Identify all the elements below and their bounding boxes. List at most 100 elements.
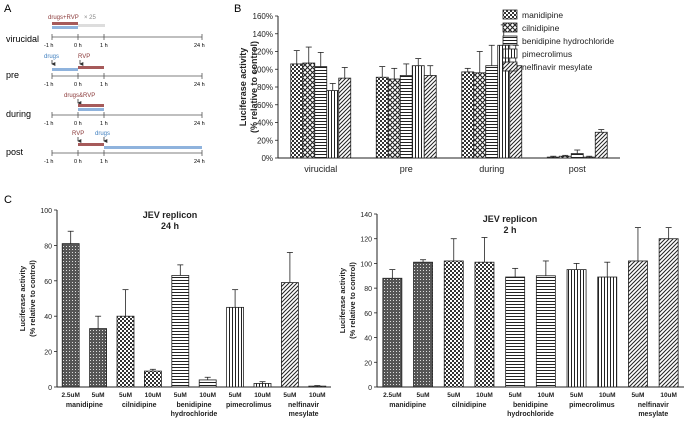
bar xyxy=(411,65,425,159)
drugs-bar xyxy=(52,26,78,29)
rvp-bar xyxy=(52,22,78,25)
group-label: nelfinavir xyxy=(638,402,669,409)
y-axis-label-line: Luciferase activity xyxy=(338,267,347,333)
rvp-bar xyxy=(78,66,104,69)
bar xyxy=(302,62,316,159)
tick-label: 1 h xyxy=(100,159,108,165)
panel-label-a: A xyxy=(4,3,12,15)
y-tick-label: 20 xyxy=(44,350,52,357)
legend-label: pimecrolimus xyxy=(522,49,572,59)
y-tick-label: 100 xyxy=(360,261,372,268)
y-tick-label: 0% xyxy=(261,154,273,163)
bar xyxy=(226,306,244,388)
tick-label: -1 h xyxy=(44,43,53,49)
row-top-text: drugs xyxy=(95,131,110,137)
x-tick-label: 2.5uM xyxy=(61,392,79,399)
bar xyxy=(594,131,608,159)
tick-label: -1 h xyxy=(44,82,53,88)
x-tick-label: post xyxy=(569,164,587,174)
row-top-text: RVP xyxy=(72,131,84,137)
chart-title: 24 h xyxy=(161,221,179,231)
bar xyxy=(61,243,80,388)
y-axis-label-line: (% relative to control) xyxy=(28,260,37,337)
x-tick-label: 5uM xyxy=(417,392,430,399)
x-tick-label: 5uM xyxy=(509,392,522,399)
panel-label-b: B xyxy=(234,3,241,15)
group-label: manidipine xyxy=(66,402,103,409)
x-tick-label: during xyxy=(479,164,504,174)
y-axis-label: Luciferase activity (% relative to contro… xyxy=(238,41,259,133)
legend-swatch xyxy=(502,9,518,20)
tick-label: 24 h xyxy=(194,43,205,49)
chart-title: JEV replicon xyxy=(483,214,538,224)
group-label: manidipine xyxy=(389,402,426,409)
group-label: cilnidipine xyxy=(452,402,487,409)
x-tick-label: 5uM xyxy=(447,392,460,399)
y-tick-label: 60% xyxy=(257,101,273,110)
y-axis-label-line: (% relative to control) xyxy=(348,262,357,339)
row-label: virucidal xyxy=(6,34,39,44)
x-tick-label: 10uM xyxy=(660,392,677,399)
timeline-row-virucidal: virucidal drugs+RVP × 25 -1 h 0 h 1 h 24… xyxy=(6,15,205,49)
y-tick-label: 100 xyxy=(40,208,52,215)
row-top-text: drugs&RVP xyxy=(64,93,95,99)
bar xyxy=(382,277,403,388)
bar xyxy=(570,153,584,159)
y-tick-label: 60 xyxy=(364,311,372,318)
y-tick-label: 40% xyxy=(257,119,273,128)
bar xyxy=(290,63,304,159)
legend-swatch xyxy=(502,61,518,72)
tick-label: -1 h xyxy=(44,159,53,165)
grey-bar xyxy=(78,24,105,27)
x-tick-label: 10uM xyxy=(199,392,216,399)
y-tick-label: 160% xyxy=(253,12,273,21)
rvp-bar xyxy=(78,104,104,107)
bar xyxy=(171,275,190,388)
x-tick-label: 10uM xyxy=(254,392,271,399)
row-top-text: drugs xyxy=(44,54,59,60)
x-tick-label: pre xyxy=(400,164,413,174)
bar xyxy=(314,66,328,159)
bar xyxy=(628,260,648,388)
x-tick-label: 10uM xyxy=(599,392,616,399)
bar xyxy=(505,276,526,388)
bar xyxy=(473,72,487,159)
bar xyxy=(326,90,340,159)
y-axis-label-line: Luciferase activity xyxy=(238,48,248,127)
bar xyxy=(144,370,162,388)
bar xyxy=(443,260,464,388)
legend-swatch xyxy=(502,48,518,59)
y-tick-label: 120 xyxy=(360,237,372,244)
bar xyxy=(375,76,389,159)
bar xyxy=(338,77,352,159)
x-tick-label: 5uM xyxy=(119,392,132,399)
panel-label-c: C xyxy=(4,194,12,206)
y-axis-label-line: (% relative to control) xyxy=(249,41,259,133)
bar xyxy=(423,75,437,159)
row-label: pre xyxy=(6,70,19,80)
bar xyxy=(253,383,272,388)
timeline-row-during: during drugs&RVP -1 h 0 h 1 h 24 h xyxy=(6,93,205,127)
tick-label: 24 h xyxy=(194,121,205,127)
bar xyxy=(413,261,433,388)
legend-swatch xyxy=(502,35,518,46)
group-label: benidipine xyxy=(513,402,548,409)
drugs-bar xyxy=(78,108,104,111)
x-tick-label: virucidal xyxy=(304,164,337,174)
x-tick-label: 10uM xyxy=(309,392,326,399)
chart-c2: 0 20 40 60 80 100 120 140 Luciferase activity (% … xyxy=(338,212,684,418)
group-label: cilnidipine xyxy=(122,402,157,409)
tick-label: -1 h xyxy=(44,121,53,127)
row-top-text: drugs+RVP xyxy=(48,15,79,21)
bar xyxy=(558,155,572,159)
bar xyxy=(566,269,587,388)
tick-label: 0 h xyxy=(74,159,82,165)
chart-b: 0% 20% 40% 60% 80% 100% 120% 140% 160% Luciferase… xyxy=(238,9,620,174)
bar xyxy=(198,379,217,388)
bar xyxy=(281,282,299,388)
y-tick-label: 80% xyxy=(257,83,273,92)
tick-label: 24 h xyxy=(194,159,205,165)
timeline-row-post: post RVP drugs -1 h 0 h 1 h 24 h xyxy=(6,131,205,165)
group-label: benidipine xyxy=(177,402,212,409)
